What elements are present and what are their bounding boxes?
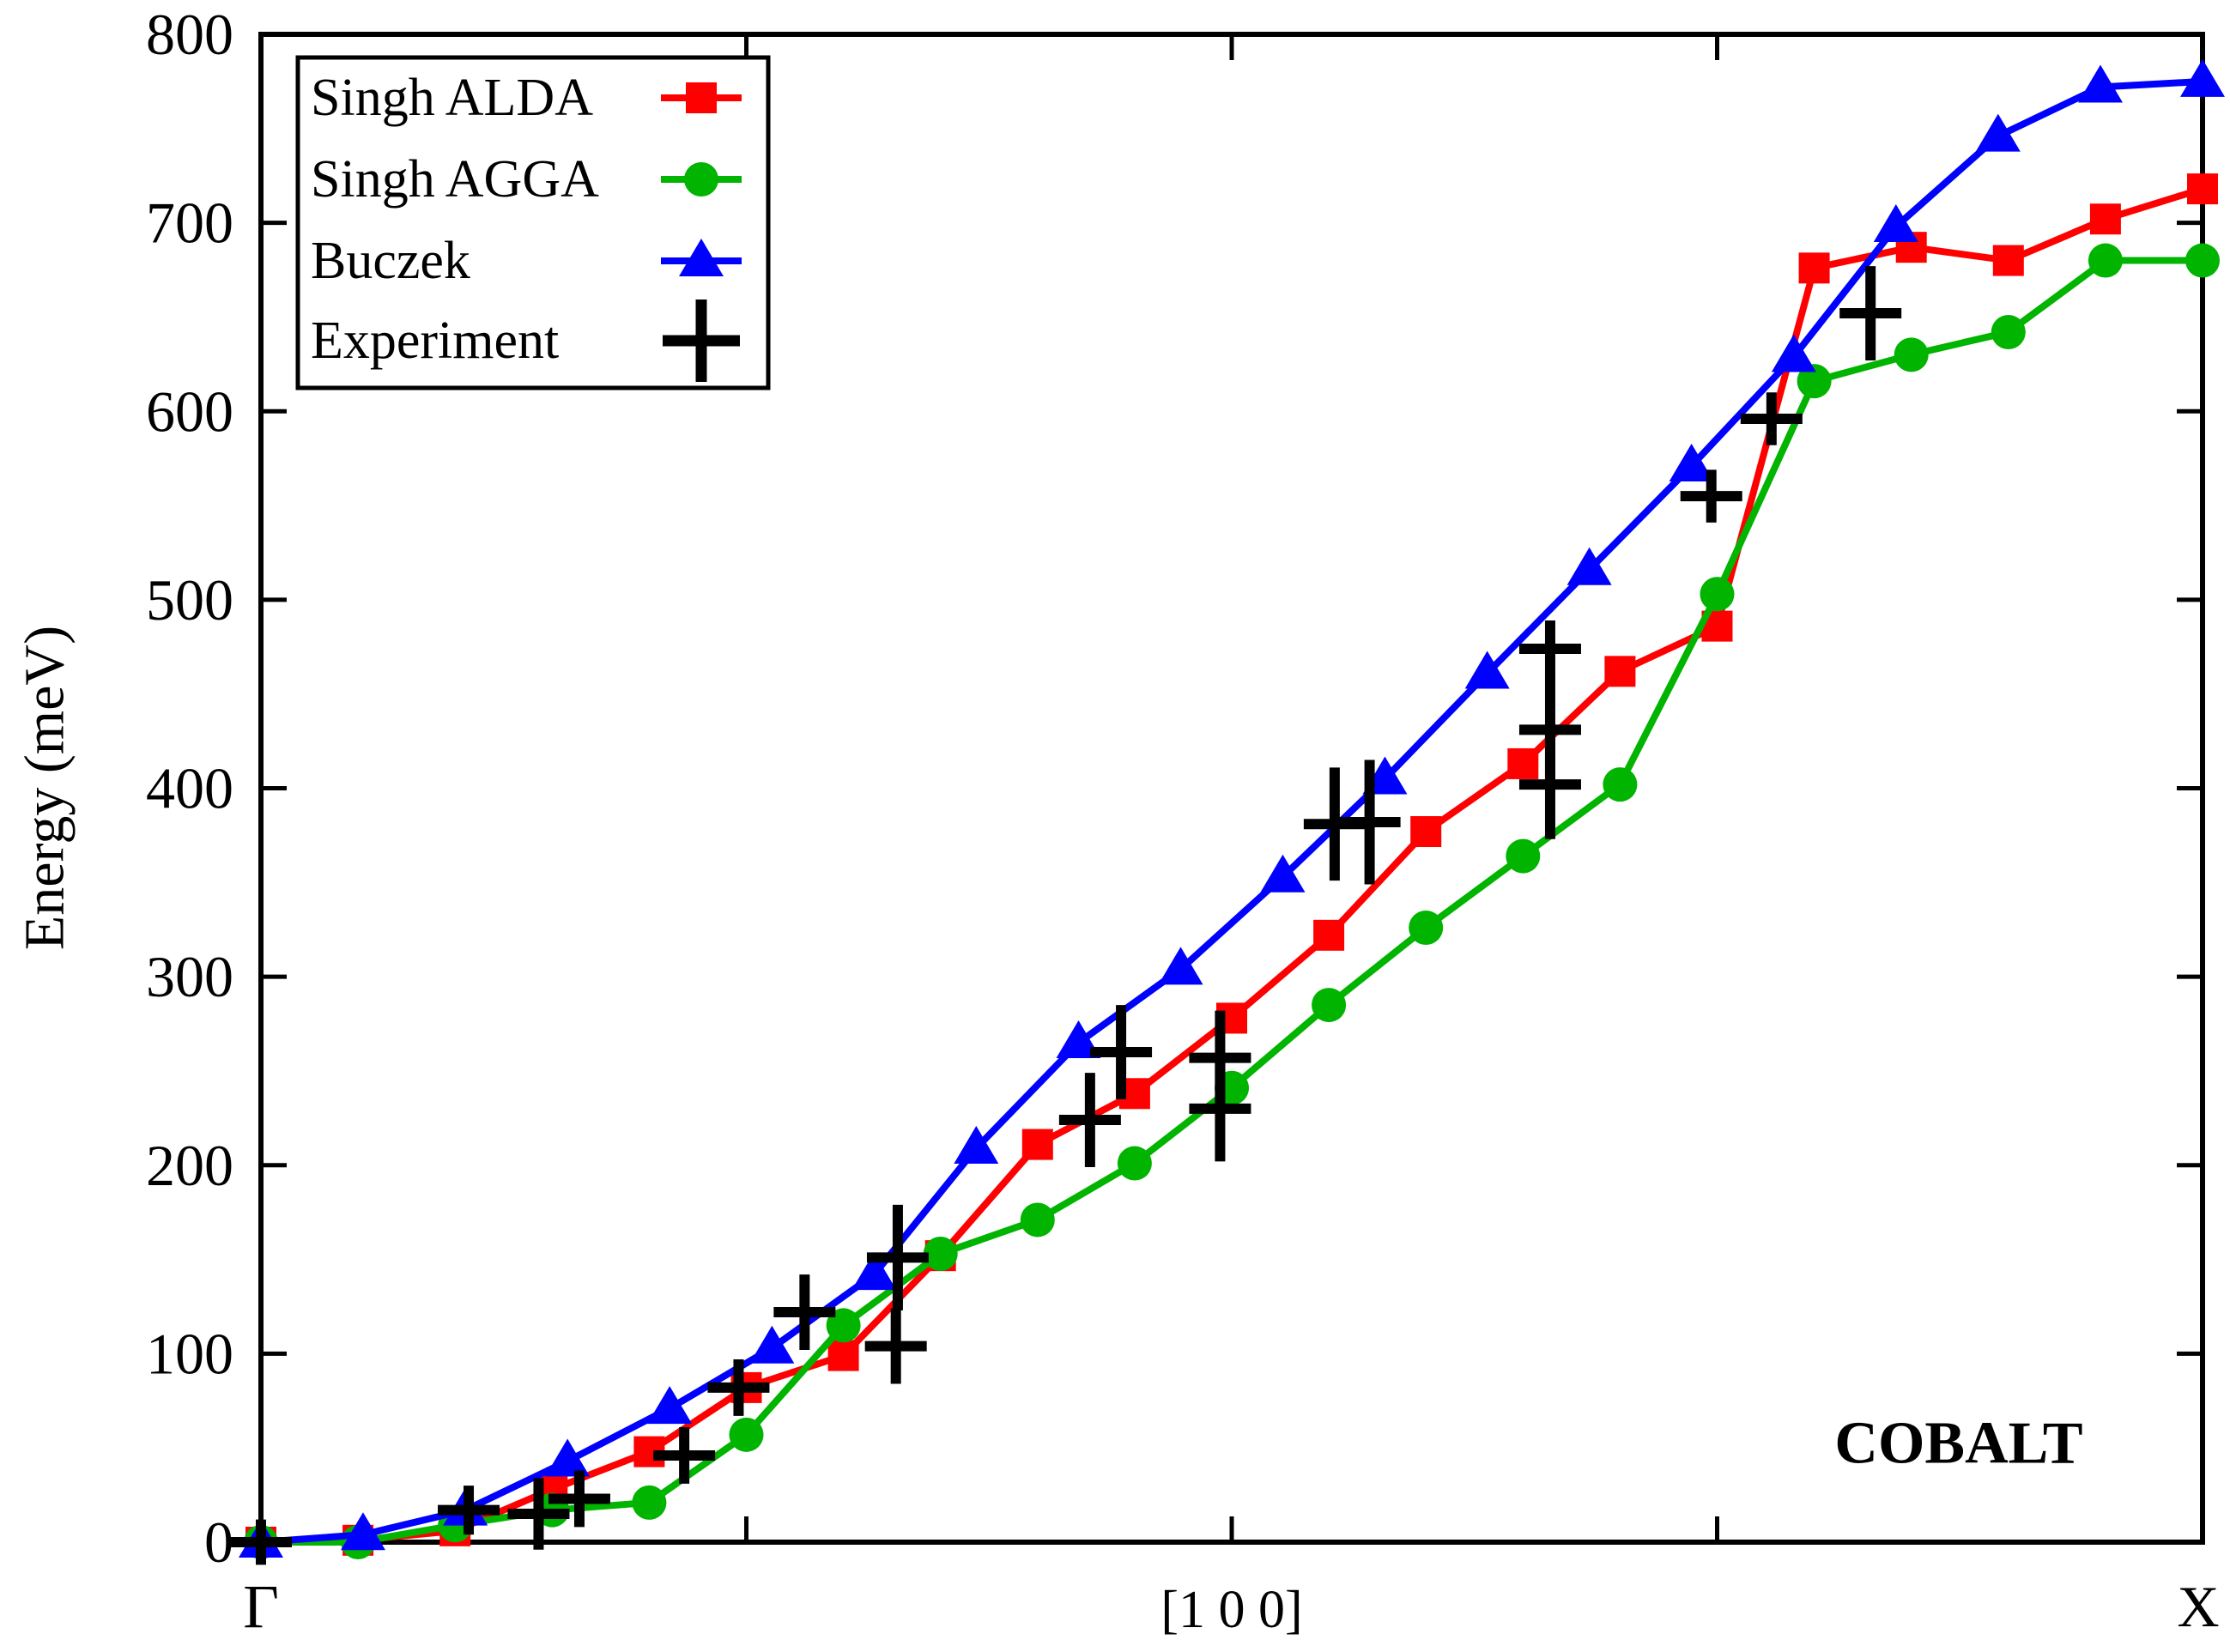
data-point-triangle [2078,64,2124,103]
data-point-triangle [1873,204,1918,243]
series-line [260,77,2203,1546]
data-point-triangle [749,1325,795,1364]
data-point-circle [1603,767,1638,802]
y-tick-label: 200 [146,1133,233,1198]
data-point-plus [1058,1073,1121,1167]
data-point-triangle [851,1252,897,1291]
data-point-square [1313,919,1345,951]
y-axis-title: Energy (meV) [14,626,76,950]
data-point-plus [773,1274,836,1350]
series-line [261,257,2203,1546]
data-point-triangle [2180,58,2225,97]
data-point-circle [1409,911,1444,946]
data-point-square [1992,245,2024,276]
data-point-circle [1312,988,1347,1023]
y-tick-label: 100 [146,1321,233,1386]
data-point-triangle [1771,334,1816,372]
data-point-circle [1506,838,1541,874]
data-point-plus [1189,1010,1251,1105]
series-line [260,185,2204,1546]
x-axis-x-label: X [2177,1574,2219,1639]
y-tick-label: 800 [146,2,233,67]
y-tick-label: 600 [146,378,233,444]
data-point-triangle [954,1125,999,1164]
data-point-plus [1839,266,1902,360]
data-point-triangle [679,239,724,276]
legend-label: Buczek [311,232,470,290]
data-point-triangle [1056,1020,1101,1058]
data-point-plus [866,1204,929,1310]
data-point-triangle [1975,113,2021,152]
legend-box: Singh ALDA Singh AGGA Buczek Experiment [295,55,771,390]
data-point-circle [632,1485,667,1520]
data-point-circle [1020,1202,1055,1237]
data-point-triangle [1669,443,1714,481]
data-point-plus [1518,620,1581,677]
data-point-square [1507,747,1539,779]
data-point-triangle [1158,947,1203,985]
series-experiment [230,266,1902,1565]
data-point-triangle [1566,547,1612,585]
data-point-square [2089,203,2121,235]
data-point-plus [507,1478,570,1550]
data-point-square [1021,1129,1053,1160]
series-singh-alda [245,173,2218,1558]
data-point-square [1604,656,1636,687]
data-point-circle [1991,315,2026,350]
data-point-triangle [1464,651,1510,689]
material-annotation: COBALT [1834,1411,2082,1477]
legend-item-experiment: Experiment [311,300,740,382]
y-tick-label: 0 [204,1510,233,1575]
data-point-square [1410,816,1442,848]
data-point-plus [864,1308,927,1384]
y-tick-label: 400 [146,756,233,821]
y-tick-label: 300 [146,944,233,1009]
data-point-triangle [1260,854,1306,893]
data-point-plus [1518,675,1581,785]
y-tick-label: 500 [146,567,233,632]
data-point-plus [1740,392,1803,445]
data-point-plus [1680,469,1742,523]
data-point-circle [2088,243,2123,278]
series-buczek [239,58,2225,1558]
data-point-circle [1117,1146,1152,1181]
data-point-circle [923,1236,958,1271]
x-axis-gamma-label: Γ [243,1572,279,1641]
data-point-square [827,1340,859,1371]
legend-item-buczek: Buczek [311,232,742,290]
legend-label: Singh AGGA [311,150,599,209]
data-point-circle [684,162,718,197]
data-point-square [2187,173,2218,205]
legend-item-singh-alda: Singh ALDA [311,69,742,127]
data-point-circle [2185,243,2220,278]
data-point-circle [729,1417,764,1452]
data-point-square [1798,252,1830,284]
axis-ticks [261,32,2203,1545]
data-point-plus [548,1470,610,1528]
data-point-square [686,82,717,113]
data-point-triangle [647,1386,693,1425]
series-singh-agga [244,243,2220,1559]
data-point-circle [1894,337,1929,372]
data-point-plus [653,1427,716,1484]
y-tick-label: 700 [146,191,233,256]
data-point-plus [438,1486,500,1535]
legend-item-singh-agga: Singh AGGA [311,150,742,209]
data-point-plus [707,1359,770,1416]
data-point-plus [1338,759,1401,885]
legend-label: Singh ALDA [311,69,593,127]
x-axis-direction-label: [1 0 0] [1160,1581,1302,1639]
data-point-plus [230,1519,292,1565]
data-point-circle [1797,364,1832,399]
data-point-plus [663,300,740,382]
data-point-plus [1090,1005,1153,1099]
legend-label: Experiment [311,312,559,370]
data-point-circle [1700,577,1735,612]
data-point-triangle [545,1438,591,1477]
data-point-triangle [340,1512,385,1551]
